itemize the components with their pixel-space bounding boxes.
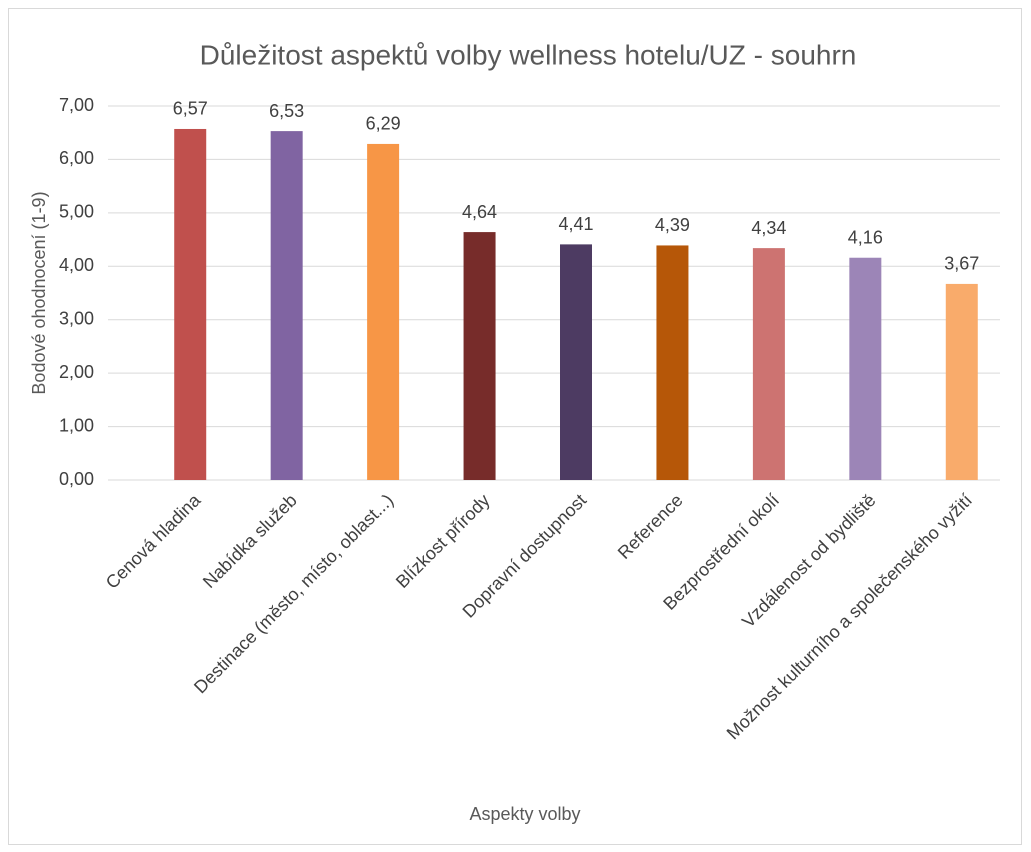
y-tick-label: 4,00 [59,255,94,275]
data-label: 6,53 [269,101,304,121]
data-label: 4,64 [462,202,497,222]
data-label: 4,41 [558,214,593,234]
chart-title: Důležitost aspektů volby wellness hotelu… [200,39,857,70]
data-label: 4,34 [751,218,786,238]
y-tick-label: 7,00 [59,95,94,115]
y-tick-label: 2,00 [59,362,94,382]
data-label: 4,16 [848,227,883,247]
bar [656,245,689,480]
y-tick-label: 0,00 [59,469,94,489]
bar [752,248,785,480]
y-tick-label: 6,00 [59,148,94,168]
y-tick-label: 5,00 [59,202,94,222]
bar [463,232,496,480]
y-tick-label: 3,00 [59,308,94,328]
bar [174,128,207,480]
bar [367,143,400,481]
y-axis-label: Bodové ohodnocení (1-9) [29,191,49,394]
bar [945,283,978,480]
data-label: 6,29 [366,114,401,134]
bar [849,257,882,480]
data-label: 6,57 [173,99,208,119]
bar [560,244,592,480]
x-axis-label: Aspekty volby [469,804,580,824]
y-tick-label: 1,00 [59,415,94,435]
data-label: 3,67 [944,254,979,274]
data-label: 4,39 [655,215,690,235]
bar [270,131,303,480]
